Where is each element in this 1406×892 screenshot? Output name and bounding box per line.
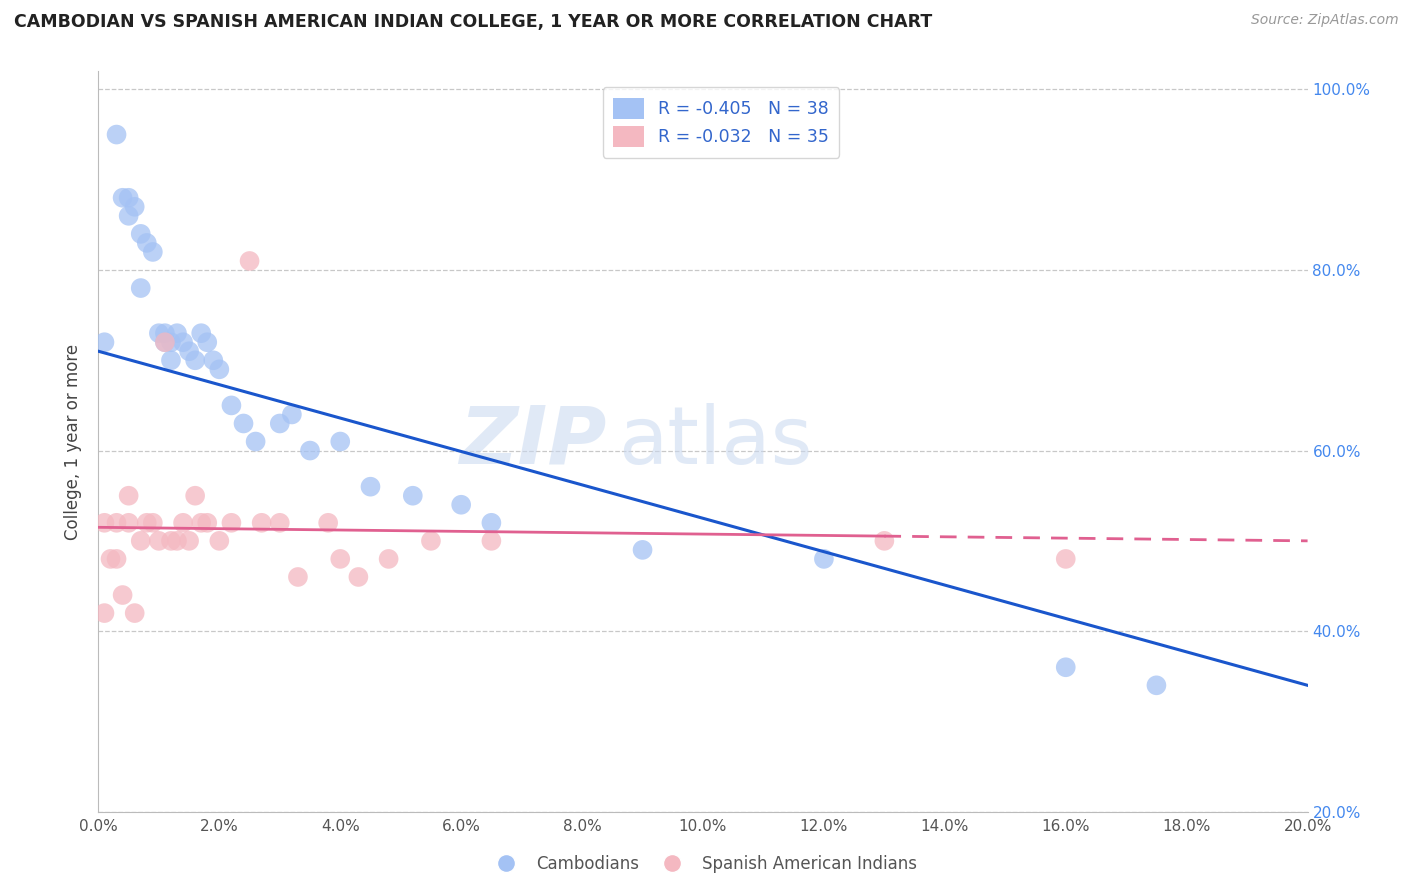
Text: Source: ZipAtlas.com: Source: ZipAtlas.com — [1251, 13, 1399, 28]
Point — [129, 533, 152, 548]
Point — [118, 516, 141, 530]
Point — [93, 606, 115, 620]
Point — [142, 244, 165, 259]
Point — [190, 516, 212, 530]
Point — [377, 552, 399, 566]
Point — [93, 335, 115, 350]
Point — [93, 516, 115, 530]
Text: ZIP: ZIP — [458, 402, 606, 481]
Point — [105, 552, 128, 566]
Point — [118, 209, 141, 223]
Point — [129, 281, 152, 295]
Point — [118, 489, 141, 503]
Point — [281, 408, 304, 422]
Y-axis label: College, 1 year or more: College, 1 year or more — [65, 343, 83, 540]
Point — [202, 353, 225, 368]
Point — [111, 191, 134, 205]
Point — [142, 516, 165, 530]
Point — [481, 533, 503, 548]
Point — [481, 516, 503, 530]
Point — [160, 533, 183, 548]
Text: atlas: atlas — [619, 402, 813, 481]
Point — [100, 552, 122, 566]
Point — [813, 552, 835, 566]
Point — [269, 417, 291, 431]
Point — [153, 335, 176, 350]
Point — [299, 443, 322, 458]
Text: CAMBODIAN VS SPANISH AMERICAN INDIAN COLLEGE, 1 YEAR OR MORE CORRELATION CHART: CAMBODIAN VS SPANISH AMERICAN INDIAN COL… — [14, 13, 932, 31]
Point — [105, 516, 128, 530]
Point — [135, 516, 157, 530]
Point — [250, 516, 273, 530]
Point — [124, 200, 146, 214]
Point — [450, 498, 472, 512]
Point — [160, 353, 183, 368]
Point — [402, 489, 425, 503]
Point — [166, 326, 188, 341]
Point — [184, 353, 207, 368]
Point — [179, 344, 201, 359]
Point — [184, 489, 207, 503]
Point — [172, 516, 194, 530]
Point — [347, 570, 370, 584]
Point — [172, 335, 194, 350]
Point — [287, 570, 309, 584]
Point — [1144, 678, 1167, 692]
Point — [179, 533, 201, 548]
Point — [129, 227, 152, 241]
Point — [208, 533, 231, 548]
Point — [873, 533, 896, 548]
Point — [195, 516, 218, 530]
Point — [316, 516, 339, 530]
Point — [208, 362, 231, 376]
Point — [245, 434, 267, 449]
Point — [239, 254, 262, 268]
Point — [221, 399, 243, 413]
Point — [631, 542, 654, 557]
Point — [148, 533, 170, 548]
Point — [360, 480, 382, 494]
Point — [1054, 660, 1077, 674]
Point — [329, 434, 352, 449]
Legend: R = -0.405   N = 38, R = -0.032   N = 35: R = -0.405 N = 38, R = -0.032 N = 35 — [603, 87, 839, 158]
Point — [148, 326, 170, 341]
Point — [160, 335, 183, 350]
Point — [153, 326, 176, 341]
Point — [111, 588, 134, 602]
Point — [166, 533, 188, 548]
Point — [329, 552, 352, 566]
Point — [221, 516, 243, 530]
Legend: Cambodians, Spanish American Indians: Cambodians, Spanish American Indians — [482, 848, 924, 880]
Point — [190, 326, 212, 341]
Point — [105, 128, 128, 142]
Point — [1054, 552, 1077, 566]
Point — [269, 516, 291, 530]
Point — [153, 335, 176, 350]
Point — [195, 335, 218, 350]
Point — [118, 191, 141, 205]
Point — [135, 235, 157, 250]
Point — [124, 606, 146, 620]
Point — [420, 533, 443, 548]
Point — [232, 417, 254, 431]
